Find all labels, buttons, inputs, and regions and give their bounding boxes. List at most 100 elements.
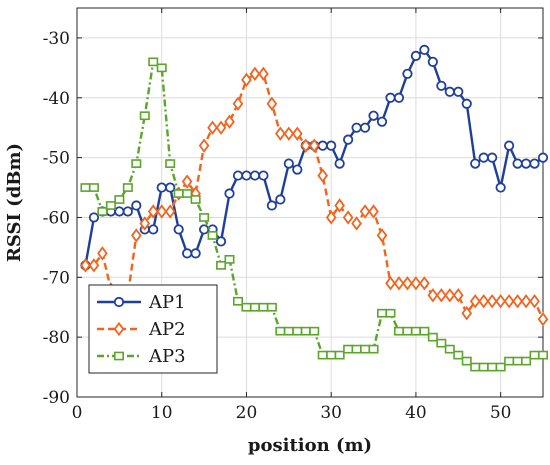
data-point-ap2 — [249, 66, 261, 82]
data-point-ap1 — [292, 164, 303, 175]
data-point-ap3 — [444, 344, 455, 354]
axis-ticks: 0 10 20 30 40 50 -90 -80 -70 -60 -50 -40 -30 — [43, 8, 543, 423]
legend-item-ap1: AP1 — [97, 292, 186, 313]
legend-marker-ap3 — [114, 351, 125, 361]
data-point-ap3 — [190, 195, 201, 204]
data-point-ap1 — [114, 206, 125, 217]
data-point-ap3 — [249, 302, 260, 312]
data-point-ap2 — [486, 294, 498, 309]
data-point-ap2 — [334, 198, 345, 213]
data-point-ap1 — [453, 86, 464, 97]
data-point-ap2 — [283, 126, 295, 141]
data-point-ap3 — [537, 350, 548, 360]
data-point-ap3 — [529, 350, 540, 360]
legend-marker-ap2 — [113, 321, 125, 337]
data-point-ap2 — [300, 138, 312, 153]
data-point-ap2 — [130, 228, 142, 243]
data-point-ap3 — [266, 302, 277, 312]
data-point-ap3 — [461, 356, 472, 366]
data-point-ap2 — [258, 66, 269, 82]
data-point-ap2 — [368, 204, 379, 219]
data-point-ap1 — [495, 182, 506, 193]
data-point-ap1 — [241, 170, 252, 181]
data-point-ap3 — [436, 338, 447, 348]
y-tick-label: -50 — [43, 149, 70, 169]
data-point-ap2 — [402, 276, 413, 291]
x-tick-label: 50 — [490, 403, 512, 423]
data-point-ap1 — [88, 212, 100, 223]
data-point-ap2 — [325, 210, 337, 225]
data-point-ap3 — [241, 302, 252, 312]
data-point-ap1 — [266, 200, 277, 211]
data-point-ap3 — [487, 362, 498, 372]
data-point-ap1 — [444, 86, 455, 97]
y-tick-label: -30 — [43, 29, 70, 49]
data-point-ap2 — [266, 96, 278, 111]
data-point-ap3 — [232, 296, 243, 306]
data-point-ap3 — [402, 326, 413, 336]
data-point-ap1 — [224, 188, 235, 199]
data-point-ap2 — [419, 276, 430, 291]
legend-label-ap3: AP3 — [148, 346, 186, 367]
data-point-ap2 — [241, 72, 252, 87]
y-axis-label: RSSI (dBm) — [4, 143, 25, 262]
y-tick-label: -80 — [43, 328, 70, 348]
data-point-ap3 — [360, 344, 371, 354]
data-point-ap1 — [215, 236, 227, 247]
legend-label-ap2: AP2 — [148, 319, 186, 340]
data-point-ap3 — [309, 326, 320, 336]
data-point-ap2 — [427, 288, 439, 303]
data-point-ap2 — [224, 114, 235, 129]
data-point-ap2 — [207, 120, 218, 135]
data-point-ap3 — [122, 183, 133, 192]
data-point-ap2 — [147, 204, 159, 219]
chart-legend: AP1 AP2 AP3 — [88, 284, 218, 374]
data-point-ap1 — [478, 152, 489, 163]
data-point-ap2 — [436, 288, 447, 303]
data-point-ap3 — [368, 344, 379, 354]
data-point-ap2 — [478, 294, 490, 309]
data-point-ap2 — [232, 96, 244, 111]
data-point-ap1 — [512, 158, 523, 169]
data-point-ap1 — [470, 158, 481, 169]
data-point-ap3 — [351, 344, 362, 354]
data-point-ap3 — [377, 308, 388, 318]
data-point-ap1 — [368, 110, 379, 121]
data-point-ap2 — [97, 246, 108, 261]
data-point-ap3 — [173, 189, 184, 198]
data-point-ap3 — [148, 57, 159, 67]
legend-label-ap1: AP1 — [148, 292, 186, 313]
data-point-ap3 — [275, 326, 286, 336]
data-point-ap3 — [131, 159, 142, 168]
data-point-ap1 — [537, 152, 549, 163]
series-ap2 — [80, 66, 549, 327]
data-point-ap1 — [376, 116, 388, 127]
data-point-ap2 — [529, 294, 540, 309]
data-point-ap2 — [275, 126, 286, 141]
data-point-ap1 — [529, 158, 540, 169]
data-point-ap1 — [156, 182, 167, 193]
data-point-ap2 — [410, 276, 422, 291]
legend-item-ap2: AP2 — [97, 319, 186, 340]
data-point-ap1 — [275, 194, 286, 205]
data-point-ap1 — [326, 140, 337, 151]
data-point-ap1 — [148, 224, 159, 235]
data-point-ap3 — [317, 350, 328, 360]
data-point-ap1 — [393, 92, 405, 103]
data-point-ap1 — [283, 158, 294, 169]
x-tick-label: 20 — [236, 403, 258, 423]
data-point-ap2 — [495, 294, 506, 309]
data-point-ap3 — [165, 159, 176, 168]
data-point-ap3 — [224, 254, 235, 264]
data-point-ap3 — [410, 326, 421, 336]
data-point-ap3 — [182, 189, 193, 198]
legend-marker-ap1 — [113, 296, 125, 308]
data-point-ap3 — [114, 195, 125, 204]
y-tick-label: -90 — [43, 388, 70, 408]
data-point-ap1 — [385, 92, 396, 103]
data-point-ap3 — [139, 111, 150, 121]
plot-area-frame — [76, 7, 544, 398]
data-point-ap1 — [249, 170, 261, 181]
